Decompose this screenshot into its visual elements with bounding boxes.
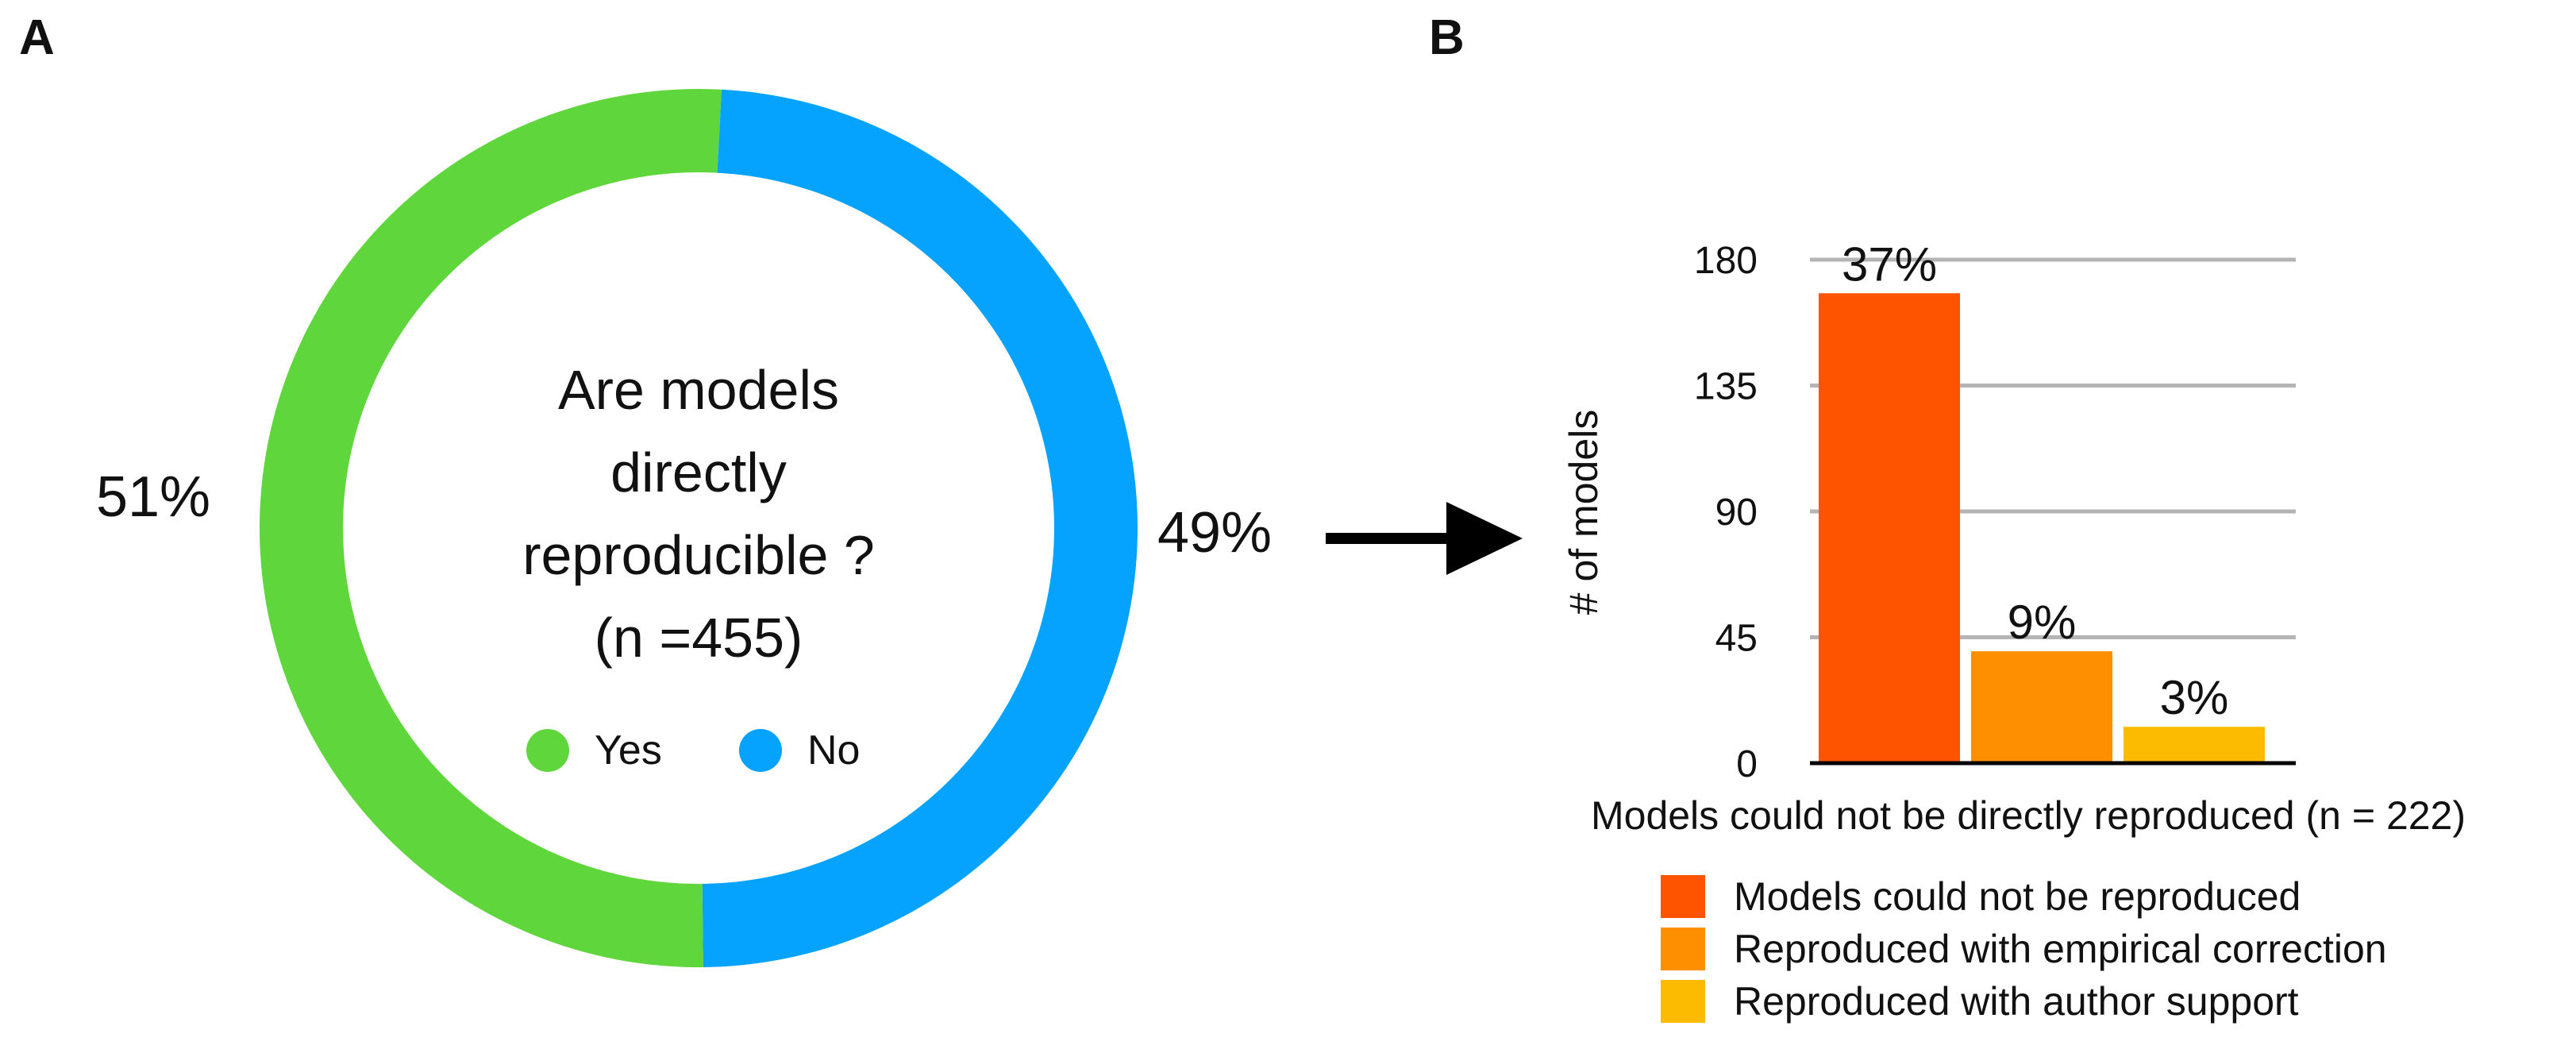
- donut-value-labels: 51% 49%: [96, 465, 1272, 565]
- legend-label-no: No: [807, 727, 860, 773]
- donut-title-line: (n =455): [595, 607, 803, 669]
- arrow-to-panel-b: [1326, 502, 1523, 575]
- bar-value-label: 3%: [2160, 671, 2229, 724]
- y-tick-label: 180: [1694, 240, 1758, 282]
- donut-title-line: Are models: [558, 359, 839, 421]
- donut-title-line: reproducible ?: [522, 524, 875, 586]
- bar-bars: [1819, 293, 2265, 763]
- donut-center-title: Are models directly reproducible ? (n =455): [522, 359, 875, 669]
- legend-label-models-could-not-be-reproduced: Models could not be reproduced: [1734, 874, 2301, 919]
- bar-reproduced-with-empirical-correction: [1971, 651, 2112, 763]
- bar-models-could-not-be-reproduced: [1819, 293, 1960, 763]
- legend-swatch-reproduced-with-author-support: [1661, 980, 1705, 1023]
- legend-label-reproduced-with-empirical-correction: Reproduced with empirical correction: [1734, 927, 2387, 971]
- bar-value-label: 9%: [2008, 596, 2077, 649]
- panel-label-a: A: [19, 10, 55, 65]
- legend-swatch-reproduced-with-empirical-correction: [1661, 928, 1705, 970]
- legend-swatch-models-could-not-be-reproduced: [1661, 875, 1705, 918]
- bar-value-labels: 37% 9% 3%: [1842, 237, 2228, 724]
- legend-label-reproduced-with-author-support: Reproduced with author support: [1734, 979, 2299, 1024]
- donut-slice-yes: [260, 89, 722, 968]
- donut-chart: Are models directly reproducible ? (n =455)…: [96, 89, 1523, 968]
- bar-x-axis-label: Models could not be directly reproduced …: [1591, 793, 2466, 838]
- y-tick-label: 135: [1694, 366, 1758, 408]
- legend-label-yes: Yes: [595, 727, 662, 773]
- donut-value-label-no: 49%: [1157, 501, 1272, 565]
- legend-swatch-yes: [526, 729, 569, 772]
- bar-value-label: 37%: [1842, 237, 1937, 291]
- panel-label-b: B: [1429, 10, 1465, 65]
- donut-legend: Yes No: [526, 727, 860, 773]
- bar-legend: Models could not be reproduced Reproduced…: [1661, 874, 2387, 1024]
- y-tick-label: 90: [1715, 492, 1758, 534]
- donut-slices: [260, 89, 1138, 968]
- bar-reproduced-with-author-support: [2124, 727, 2265, 763]
- donut-value-label-yes: 51%: [96, 465, 210, 529]
- bar-y-tick-labels: 0 45 90 135 180: [1694, 240, 1758, 785]
- y-tick-label: 45: [1715, 618, 1758, 660]
- donut-slice-no: [702, 89, 1138, 967]
- y-tick-label: 0: [1736, 743, 1758, 785]
- arrow-head: [1446, 502, 1523, 575]
- bar-y-axis-label: # of models: [1561, 410, 1606, 615]
- bar-chart: 0 45 90 135 180 37% 9% 3% # of models Models c…: [1561, 237, 2466, 1024]
- donut-title-line: directly: [610, 442, 787, 503]
- legend-swatch-no: [739, 729, 782, 772]
